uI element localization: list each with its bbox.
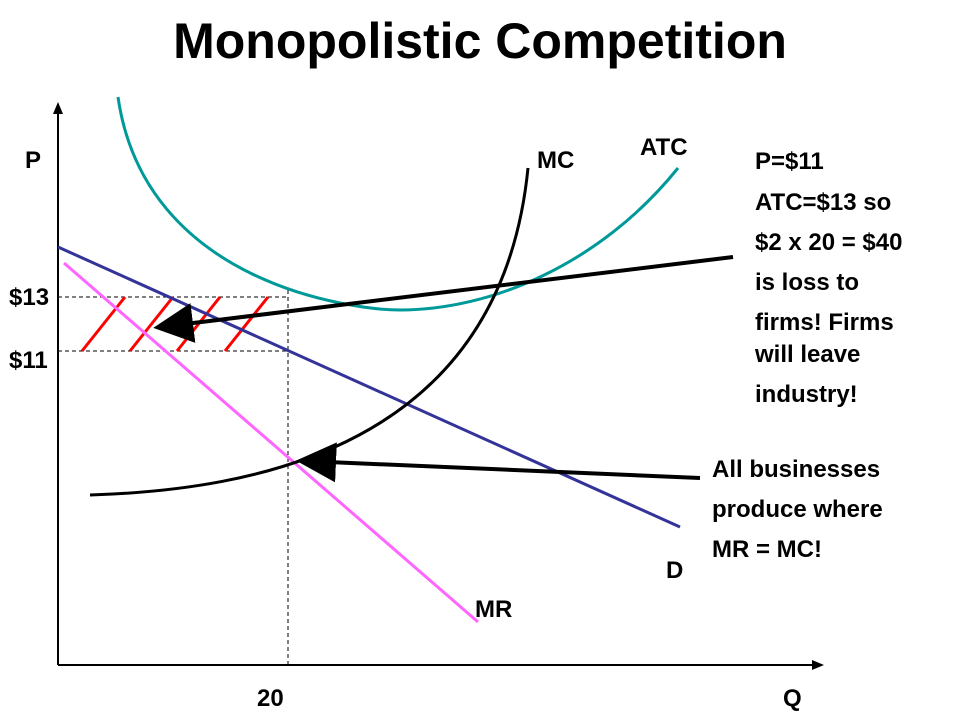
y-axis-arrowhead [53, 102, 63, 114]
mr-mc-annotation-line: produce where [712, 496, 883, 523]
quantity-20-tick: 20 [257, 685, 284, 712]
mr-mc-annotation: All businesses produce where MR = MC! [712, 456, 883, 563]
x-axis-arrowhead [812, 660, 824, 670]
loss-arrow [153, 255, 734, 343]
mr-curve [63, 261, 479, 624]
loss-annotation-line: P=$11 [755, 148, 824, 175]
mc-label: MC [537, 147, 574, 174]
loss-annotation: P=$11 ATC=$13 so $2 x 20 = $40 is loss t… [754, 148, 902, 408]
y-axis-label: P [25, 147, 41, 174]
demand-curve [57, 245, 681, 529]
mr-mc-arrow [296, 442, 701, 483]
x-axis-label: Q [783, 685, 802, 712]
atc-curve [116, 96, 680, 312]
loss-annotation-line: will leave [754, 341, 860, 368]
diagram-title: Monopolistic Competition [173, 13, 787, 69]
hatch-line [223, 296, 270, 352]
hatch-line [80, 296, 127, 352]
price-11-tick: $11 [9, 347, 48, 374]
mc-curve [89, 167, 530, 497]
mr-label: MR [475, 596, 512, 623]
loss-annotation-line: industry! [755, 381, 858, 408]
loss-area-hatch [80, 296, 270, 352]
loss-annotation-line: $2 x 20 = $40 [755, 229, 902, 256]
loss-annotation-line: ATC=$13 so [755, 189, 891, 216]
mr-mc-annotation-line: All businesses [712, 456, 880, 483]
demand-label: D [666, 557, 683, 584]
loss-annotation-line: firms! Firms [755, 309, 894, 336]
loss-annotation-line: is loss to [755, 269, 859, 296]
mr-mc-annotation-line: MR = MC! [712, 536, 822, 563]
price-13-tick: $13 [9, 284, 49, 311]
atc-label: ATC [640, 134, 688, 161]
